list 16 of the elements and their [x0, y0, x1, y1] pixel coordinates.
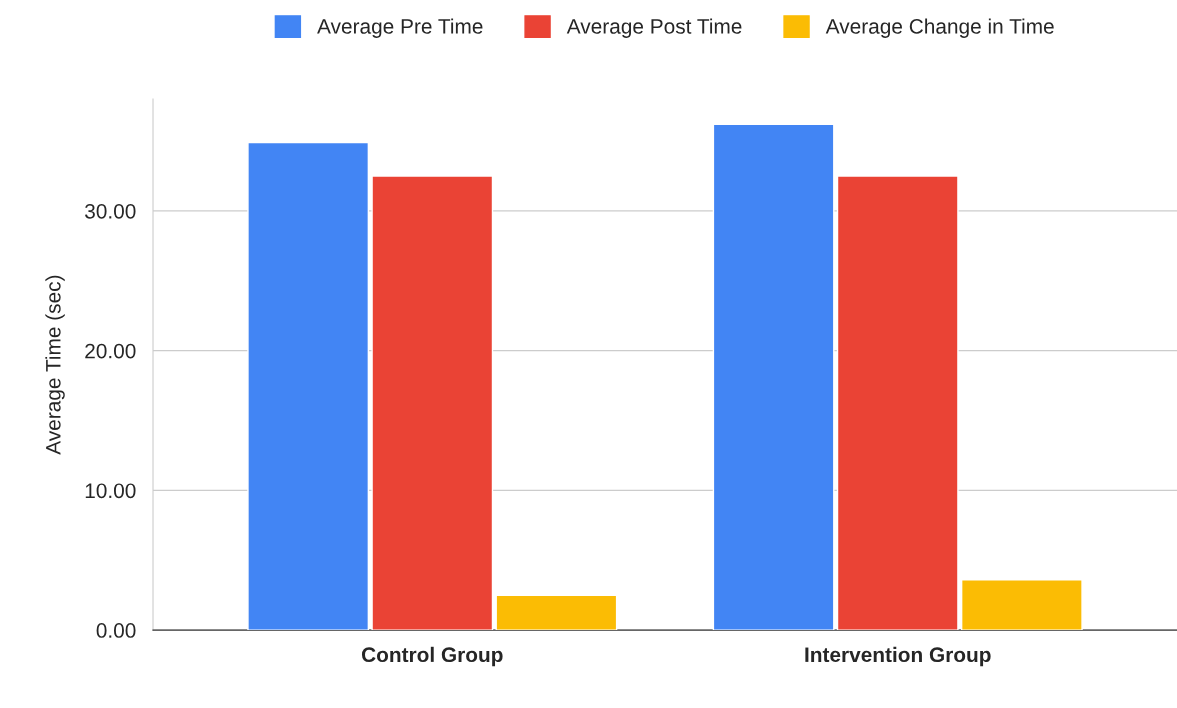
legend-label: Average Pre Time: [317, 18, 483, 38]
x-tick-label: Control Group: [361, 646, 503, 667]
y-tick-label: 30.00: [85, 203, 136, 219]
bar: [495, 594, 618, 631]
y-tick-label: 0.00: [96, 623, 136, 638]
bar: [960, 579, 1083, 631]
bar: [836, 175, 959, 631]
legend-label: Average Post Time: [566, 18, 742, 38]
bar: [247, 141, 370, 631]
bar: [712, 123, 835, 631]
x-tick-label: Intervention Group: [805, 646, 991, 667]
legend-label: Average Change in Time: [825, 18, 1054, 38]
y-axis-title: Average Time (sec): [45, 275, 65, 455]
bar: [371, 175, 494, 631]
y-tick-label: 10.00: [85, 483, 136, 499]
y-tick-label: 20.00: [85, 343, 136, 359]
